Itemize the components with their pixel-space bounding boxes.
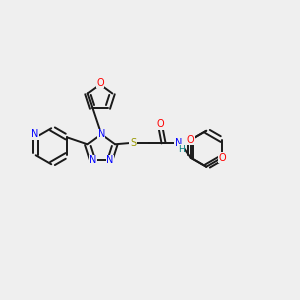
Text: O: O — [218, 153, 226, 163]
Text: O: O — [96, 78, 104, 88]
Text: S: S — [130, 138, 136, 148]
Text: N: N — [175, 137, 182, 148]
Text: H: H — [178, 145, 184, 154]
Text: N: N — [89, 155, 96, 166]
Text: O: O — [187, 135, 194, 145]
Text: N: N — [106, 155, 113, 166]
Text: N: N — [31, 129, 38, 139]
Text: N: N — [98, 129, 105, 139]
Text: O: O — [157, 119, 164, 129]
